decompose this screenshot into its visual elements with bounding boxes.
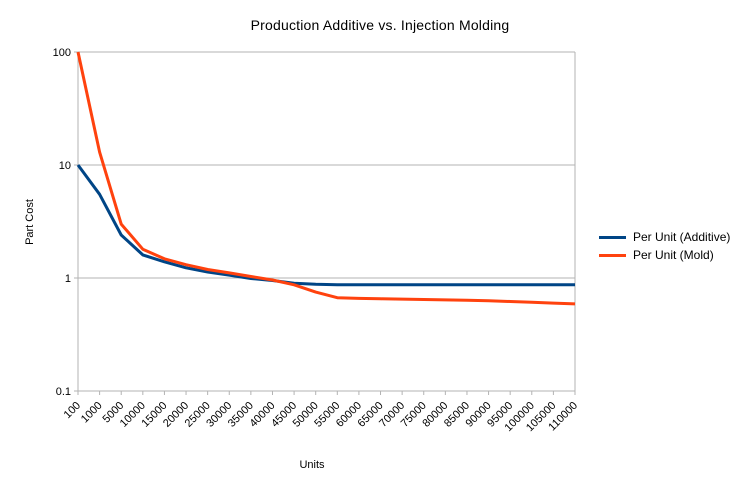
legend-line-swatch-additive bbox=[599, 235, 626, 239]
y-tick-label: 100 bbox=[53, 47, 71, 59]
legend-label-mold: Per Unit (Mold) bbox=[633, 248, 714, 262]
chart-title: Production Additive vs. Injection Moldin… bbox=[250, 17, 510, 33]
legend-line-swatch-mold bbox=[599, 253, 626, 257]
y-tick-label: 1 bbox=[65, 273, 71, 285]
legend: Per Unit (Additive) Per Unit (Mold) bbox=[599, 228, 730, 264]
x-tick-label: 1000 bbox=[79, 400, 105, 426]
y-tick-label: 0.1 bbox=[56, 386, 71, 398]
legend-item-mold: Per Unit (Mold) bbox=[599, 246, 730, 264]
legend-label-additive: Per Unit (Additive) bbox=[633, 230, 731, 244]
y-axis-title: Part Cost bbox=[24, 199, 36, 245]
series-line-mold bbox=[76, 51, 576, 306]
y-tick-label: 10 bbox=[59, 160, 71, 172]
legend-item-additive: Per Unit (Additive) bbox=[599, 228, 730, 246]
series-line-additive bbox=[76, 164, 575, 287]
x-axis-title: Units bbox=[299, 459, 325, 471]
